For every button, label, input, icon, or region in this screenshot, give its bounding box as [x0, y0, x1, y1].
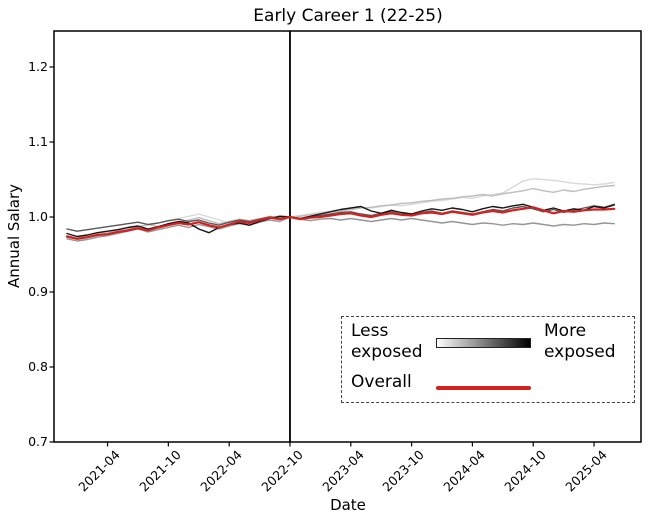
series-line-overall [65, 206, 616, 240]
plot-border [53, 30, 642, 443]
legend: Less exposed More exposed Overall [341, 316, 635, 403]
x-axis-label: Date [330, 496, 366, 514]
chart-title: Early Career 1 (22-25) [253, 6, 443, 26]
overall-line-swatch [436, 386, 531, 390]
series-line-exposure-q4 [66, 203, 615, 232]
legend-more-exposed-label: More exposed [544, 321, 616, 362]
legend-less-exposed-label: Less exposed [351, 321, 423, 362]
legend-overall-label: Overall [351, 372, 412, 392]
series-line-exposure-q3 [66, 216, 615, 242]
exposure-gradient-swatch [436, 338, 531, 348]
